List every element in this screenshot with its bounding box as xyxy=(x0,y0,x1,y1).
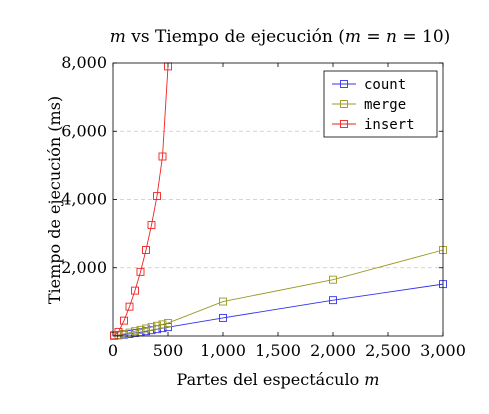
point-merge xyxy=(147,323,156,332)
point-insert xyxy=(125,302,134,311)
point-merge xyxy=(142,324,150,333)
title-eq1: = xyxy=(361,27,386,47)
x-tick-label: 2,500 xyxy=(365,341,411,360)
legend: count merge insert xyxy=(323,70,438,138)
point-insert xyxy=(136,267,145,276)
x-tick-label: 1,500 xyxy=(255,341,301,360)
legend-item-insert: insert xyxy=(332,117,415,133)
title-eq-m: m xyxy=(345,27,361,47)
legend-item-merge: merge xyxy=(332,97,406,113)
legend-marker xyxy=(340,80,348,88)
x-tick-label: 1,000 xyxy=(200,341,246,360)
legend-marker xyxy=(340,100,348,108)
title-eq-n: n xyxy=(386,27,397,47)
series-count xyxy=(110,280,447,340)
axis-ticks: 0 500 1,000 1,500 2,000 2,500 3,000 2,000 4,000 6… xyxy=(61,53,466,360)
x-tick-label: 2,000 xyxy=(310,341,356,360)
legend-label: count xyxy=(364,77,406,93)
series-insert xyxy=(110,62,172,340)
point-merge xyxy=(131,327,139,336)
legend-label: insert xyxy=(364,117,415,133)
point-insert xyxy=(131,286,139,295)
series-merge xyxy=(110,246,447,340)
x-tick-label: 3,000 xyxy=(420,341,466,360)
x-axis-label-text: Partes del espectáculo xyxy=(177,370,365,389)
series-line-insert xyxy=(113,66,169,336)
chart-title: m vs Tiempo de ejecución (m = n = 10) xyxy=(110,27,451,47)
legend-marker xyxy=(340,120,348,128)
y-tick-label: 4,000 xyxy=(61,190,107,209)
title-var-m: m xyxy=(110,27,126,47)
point-insert xyxy=(114,327,123,336)
series-layer xyxy=(110,62,447,340)
x-tick-label: 0 xyxy=(108,341,118,360)
point-count xyxy=(219,313,227,322)
x-axis-label: Partes del espectáculo m xyxy=(177,370,380,389)
point-merge xyxy=(153,321,161,330)
point-merge xyxy=(120,330,128,338)
point-insert xyxy=(158,152,167,161)
title-text: vs Tiempo de ejecución ( xyxy=(126,27,345,47)
point-count xyxy=(164,323,172,332)
point-insert xyxy=(147,221,156,230)
point-insert xyxy=(120,316,128,325)
point-merge xyxy=(136,325,145,334)
x-tick-label: 500 xyxy=(153,341,184,360)
point-merge xyxy=(219,297,227,306)
point-count xyxy=(329,296,337,305)
y-tick-label: 8,000 xyxy=(61,53,107,72)
y-tick-label: 2,000 xyxy=(61,258,107,277)
y-tick-label: 6,000 xyxy=(61,121,107,140)
point-insert xyxy=(153,192,161,201)
x-axis-label-var: m xyxy=(364,370,379,389)
y-axis-label: Tiempo de ejecución (ms) xyxy=(45,96,64,304)
point-insert xyxy=(142,246,150,254)
point-merge xyxy=(164,319,172,327)
legend-label: merge xyxy=(364,97,406,113)
title-eq2: = 10) xyxy=(397,27,450,47)
legend-item-count: count xyxy=(332,77,406,93)
point-merge xyxy=(158,320,167,329)
point-merge xyxy=(329,275,337,284)
series-line-merge xyxy=(114,249,444,337)
